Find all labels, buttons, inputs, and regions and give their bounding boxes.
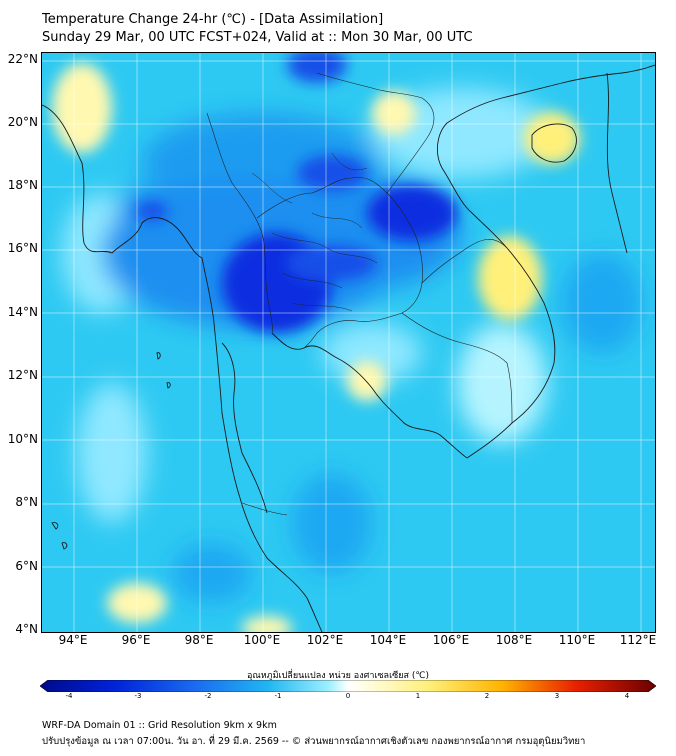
map-panel (41, 52, 656, 633)
field-strong-top (287, 53, 347, 83)
lon-label: 94°E (58, 633, 88, 647)
coastline-andaman (42, 104, 323, 632)
field-warm-north (372, 91, 416, 135)
field-light-sw (77, 383, 147, 523)
colorbar-tick: 1 (415, 692, 421, 700)
colorbar-tick: 2 (484, 692, 490, 700)
lon-label: 102°E (306, 633, 344, 647)
lon-label: 96°E (121, 633, 151, 647)
field-light-gulf (322, 323, 422, 383)
border-thailand-malaysia (241, 502, 288, 516)
coastline-islands-andaman (156, 352, 171, 389)
province-borders (251, 152, 378, 312)
footer-credit: ปรับปรุงข้อมูล ณ เวลา 07:00น. วัน อา. ที… (42, 736, 586, 747)
temperature-field-map (42, 53, 655, 632)
lon-label: 98°E (184, 633, 214, 647)
lon-label: 112°E (619, 633, 657, 647)
colorbar-tick: 3 (554, 692, 560, 700)
field-strong-band (287, 245, 377, 281)
colorbar-tick: 0 (345, 692, 351, 700)
field-warm-vietnam (478, 236, 542, 320)
field-warm-patches (52, 63, 580, 632)
colorbar-tick: -4 (65, 692, 73, 700)
border-thailand-myanmar (206, 112, 273, 334)
lat-label: 22°N (7, 52, 38, 66)
graticule (42, 53, 655, 632)
lat-label: 16°N (7, 241, 38, 255)
colorbar-label: อุณหภูมิเปลี่ยนแปลง หน่วย องศาเซลเซียส (… (246, 671, 430, 681)
field-warm-nw (52, 63, 112, 153)
lat-label: 4°N (15, 622, 38, 636)
colorbar (40, 680, 656, 692)
border-laos-vietnam (421, 239, 508, 284)
colorbar-tick: 4 (624, 692, 630, 700)
border-thailand-cambodia (303, 312, 403, 349)
footer-model-info: WRF-DA Domain 01 :: Grid Resolution 9km … (42, 720, 277, 731)
field-mid-south (292, 473, 372, 573)
lat-label: 20°N (7, 115, 38, 129)
country-borders (206, 72, 513, 516)
field-strong-myanmar (136, 201, 168, 221)
coastline-vietnam (436, 82, 563, 459)
field-light-ne (372, 88, 552, 178)
colorbar-tick: -2 (204, 692, 212, 700)
colorbar-tick: -1 (274, 692, 282, 700)
lon-label: 106°E (432, 633, 470, 647)
field-strong-north (297, 155, 367, 191)
chart-title: Temperature Change 24-hr (℃) - [Data Ass… (42, 12, 384, 27)
coastline-china-south (561, 64, 655, 84)
field-strong-ne (367, 185, 457, 241)
coastline-hainan (531, 123, 577, 163)
field-warm-south (242, 616, 292, 632)
coastline-islands-west (51, 522, 68, 550)
lon-label: 104°E (369, 633, 407, 647)
colorbar-tick: -3 (134, 692, 142, 700)
field-warm-sw (107, 583, 167, 623)
field-mid-malay (172, 543, 252, 603)
lon-label: 100°E (243, 633, 281, 647)
lat-label: 14°N (7, 305, 38, 319)
chart-subtitle: Sunday 29 Mar, 00 UTC FCST+024, Valid at… (42, 30, 473, 45)
field-light-se (457, 323, 547, 443)
lon-label: 110°E (558, 633, 596, 647)
border-cambodia-vietnam (401, 312, 513, 424)
field-mid-east (562, 253, 642, 353)
colorbar-fill (40, 680, 656, 692)
field-patches-sharp (136, 53, 457, 333)
lat-label: 8°N (15, 495, 38, 509)
lon-label: 108°E (495, 633, 533, 647)
field-warm-gulf (347, 361, 387, 401)
coastline-peninsula-east (221, 342, 268, 514)
lat-label: 18°N (7, 178, 38, 192)
lat-label: 12°N (7, 368, 38, 382)
lat-label: 6°N (15, 559, 38, 573)
coastline-philippines-edge (606, 72, 628, 254)
border-laos-north (316, 72, 435, 194)
lat-label: 10°N (7, 432, 38, 446)
